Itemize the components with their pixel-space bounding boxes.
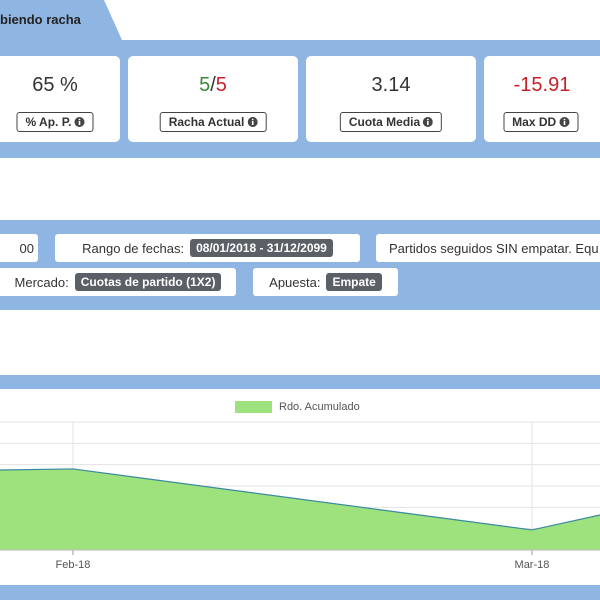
stat-value: 65 % [32, 74, 78, 96]
stat-value: -15.91 [513, 74, 571, 96]
filter-pill: 00 [0, 234, 38, 262]
stat-label: Cuota Media [339, 112, 443, 132]
tab-shape [0, 0, 122, 40]
stat-label-text: Racha Actual [168, 115, 245, 129]
legend-label: Rdo. Acumulado [279, 401, 360, 413]
info-icon[interactable] [423, 117, 434, 127]
info-icon[interactable] [247, 117, 258, 127]
filter-text: Partidos seguidos SIN empatar. Equ [389, 240, 599, 256]
info-icon[interactable] [559, 117, 570, 127]
area [0, 468, 600, 550]
filter-pill: Rango de fechas: 08/01/2018 - 31/12/2099 [55, 234, 360, 262]
tab-title[interactable]: biendo racha [0, 12, 81, 27]
stat-value: 3.14 [371, 74, 411, 96]
filter-pill: Apuesta: Empate [253, 268, 398, 296]
filter-badge: 08/01/2018 - 31/12/2099 [190, 239, 333, 257]
chart-header [0, 375, 600, 389]
stat-label: Max DD [503, 112, 579, 132]
stat-card: 65 % % Ap. P. [0, 56, 120, 142]
chart: Feb-18 Mar-18 Rdo. Acumulado [0, 401, 600, 571]
stat-card: -15.91 Max DD [484, 56, 600, 142]
chart-footer [0, 585, 600, 600]
filter-label: Apuesta: [269, 274, 321, 290]
streak-total: 5 [215, 74, 227, 96]
stat-value: 5/5 [128, 74, 298, 97]
legend-swatch [235, 401, 272, 413]
filter-text: 00 [19, 240, 34, 256]
line [0, 468, 600, 531]
stat-label: Racha Actual [159, 112, 267, 132]
filter-pill: Partidos seguidos SIN empatar. Equ [376, 234, 600, 262]
stat-card: 5/5 Racha Actual [128, 56, 298, 142]
filter-label: Mercado: [14, 274, 69, 290]
stat-label-text: % Ap. P. [25, 115, 72, 129]
streak-sep: / [210, 74, 216, 96]
stat-label-text: Cuota Media [348, 115, 421, 129]
streak-current: 5 [199, 74, 211, 96]
x-tick-label: Feb-18 [56, 559, 91, 571]
stat-label: % Ap. P. [16, 112, 94, 132]
stat-card: 3.14 Cuota Media [306, 56, 476, 142]
stat-label-text: Max DD [512, 115, 557, 129]
filter-pill: Mercado: Cuotas de partido (1X2) [0, 268, 236, 296]
filter-label: Rango de fechas: [82, 240, 185, 256]
filter-badge: Cuotas de partido (1X2) [74, 273, 222, 291]
info-icon[interactable] [74, 117, 85, 127]
x-tick-label: Mar-18 [515, 559, 550, 571]
filter-badge: Empate [326, 273, 382, 291]
